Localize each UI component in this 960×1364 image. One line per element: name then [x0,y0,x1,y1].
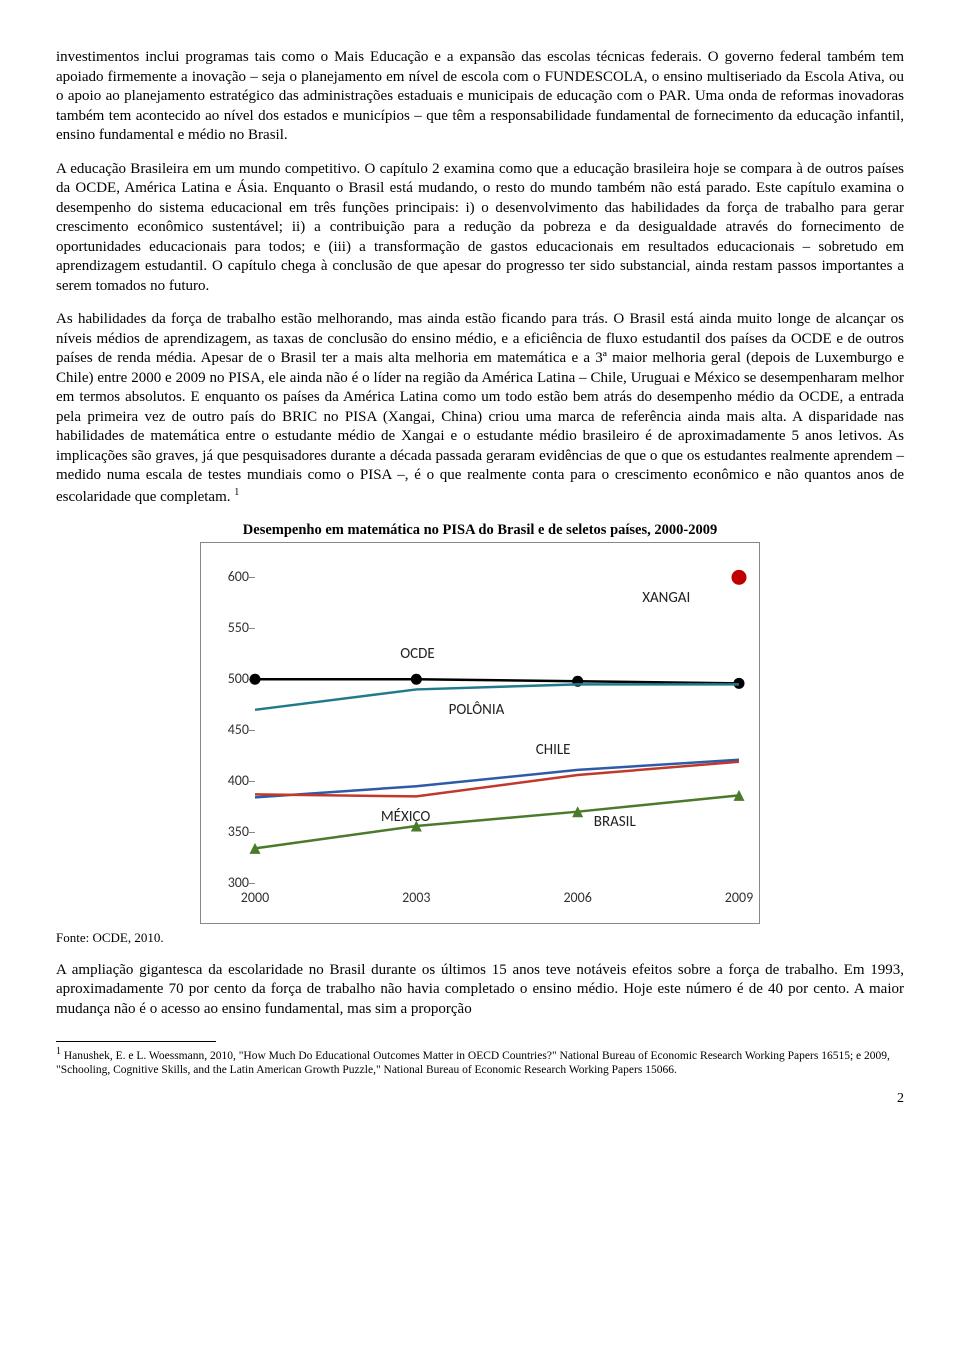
series-label-ocde: OCDE [400,645,434,665]
footnote-separator [56,1041,216,1042]
paragraph-1: investimentos inclui programas tais como… [56,48,904,146]
x-tick-label: 2009 [725,883,753,907]
page-number: 2 [56,1090,904,1108]
pisa-chart: 3003504004505005506002000200320062009XAN… [200,542,760,924]
x-tick-label: 2003 [402,883,430,907]
series-label-brasil: BRASIL [594,813,636,833]
series-marker-ocde [250,674,261,685]
series-line-ocde [255,679,739,683]
series-label-chile: CHILE [536,741,571,761]
footnote-text: 1 Hanushek, E. e L. Woessmann, 2010, "Ho… [56,1046,904,1078]
series-label-polonia: POLÔNIA [449,701,505,721]
x-tick-label: 2006 [563,883,591,907]
paragraph-3: As habilidades da força de trabalho estã… [56,310,904,507]
series-label-mexico: MÉXICO [381,808,431,828]
paragraph-2: A educação Brasileira em um mundo compet… [56,160,904,297]
footnote-ref: 1 [234,487,239,498]
series-marker-ocde [411,674,422,685]
x-tick-label: 2000 [241,883,269,907]
chart-source: Fonte: OCDE, 2010. [56,930,904,947]
series-label-xangai: XANGAI [642,589,690,609]
paragraph-4: A ampliação gigantesca da escolaridade n… [56,961,904,1020]
series-marker-xangai [732,570,747,585]
chart-title: Desempenho em matemática no PISA do Bras… [56,521,904,540]
series-line-brasil [255,795,739,848]
series-line-chile [255,760,739,798]
